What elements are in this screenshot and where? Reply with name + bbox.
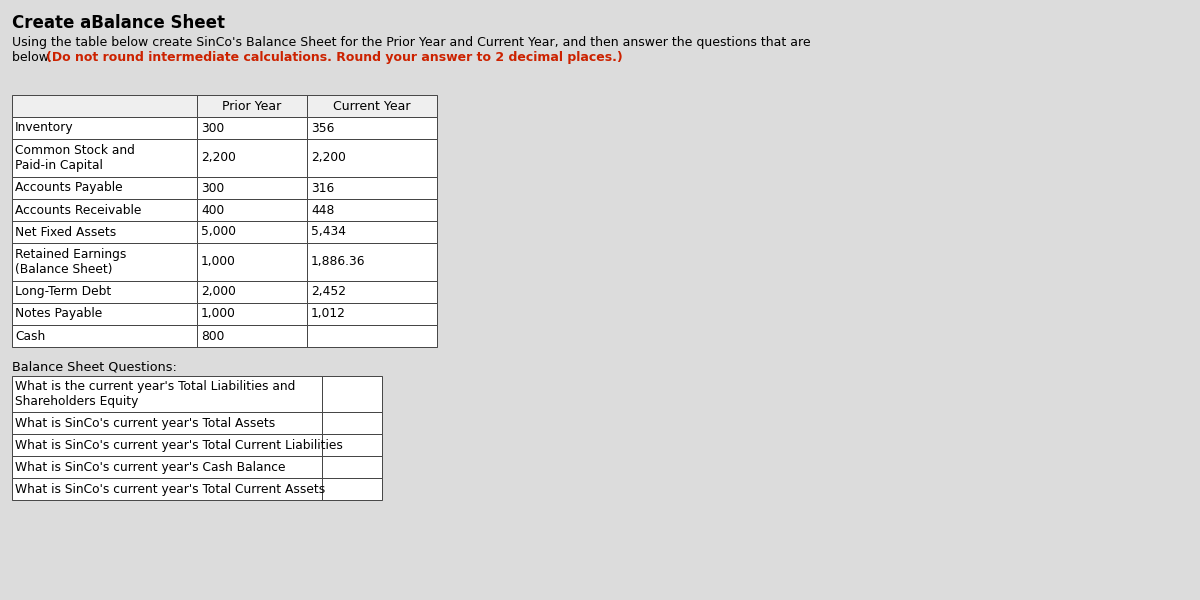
Text: 2,000: 2,000	[202, 286, 236, 298]
Text: Inventory: Inventory	[14, 121, 73, 134]
Text: Retained Earnings
(Balance Sheet): Retained Earnings (Balance Sheet)	[14, 248, 126, 276]
Bar	[307, 95, 437, 117]
Text: Accounts Receivable: Accounts Receivable	[14, 203, 142, 217]
Text: 5,000: 5,000	[202, 226, 236, 238]
Bar	[322, 376, 382, 412]
Text: 1,000: 1,000	[202, 307, 236, 320]
Bar	[197, 325, 307, 347]
Text: 1,000: 1,000	[202, 256, 236, 269]
Bar	[322, 456, 382, 478]
Bar	[307, 303, 437, 325]
Text: What is the current year's Total Liabilities and
Shareholders Equity: What is the current year's Total Liabili…	[14, 380, 295, 408]
Bar	[12, 139, 197, 177]
Bar	[307, 325, 437, 347]
Bar	[197, 303, 307, 325]
Text: 5,434: 5,434	[311, 226, 346, 238]
Text: 1,886.36: 1,886.36	[311, 256, 366, 269]
Text: Notes Payable: Notes Payable	[14, 307, 102, 320]
Bar	[197, 199, 307, 221]
Bar	[197, 221, 307, 243]
Bar	[12, 478, 322, 500]
Text: 300: 300	[202, 181, 224, 194]
Text: What is SinCo's current year's Cash Balance: What is SinCo's current year's Cash Bala…	[14, 461, 286, 473]
Text: Accounts Payable: Accounts Payable	[14, 181, 122, 194]
Bar	[12, 243, 197, 281]
Bar	[12, 177, 197, 199]
Bar	[12, 221, 197, 243]
Bar	[307, 117, 437, 139]
Text: Cash: Cash	[14, 329, 46, 343]
Bar	[197, 139, 307, 177]
Bar	[307, 281, 437, 303]
Bar	[307, 243, 437, 281]
Text: 2,200: 2,200	[202, 151, 236, 164]
Text: Net Fixed Assets: Net Fixed Assets	[14, 226, 116, 238]
Text: What is SinCo's current year's Total Assets: What is SinCo's current year's Total Ass…	[14, 416, 275, 430]
Bar	[307, 221, 437, 243]
Text: Balance Sheet Questions:: Balance Sheet Questions:	[12, 361, 176, 374]
Text: Prior Year: Prior Year	[222, 100, 282, 113]
Bar	[12, 456, 322, 478]
Text: 300: 300	[202, 121, 224, 134]
Text: 448: 448	[311, 203, 335, 217]
Bar	[12, 95, 197, 117]
Text: 356: 356	[311, 121, 335, 134]
Text: Current Year: Current Year	[334, 100, 410, 113]
Bar	[12, 281, 197, 303]
Bar	[12, 117, 197, 139]
Bar	[197, 177, 307, 199]
Bar	[197, 95, 307, 117]
Text: 800: 800	[202, 329, 224, 343]
Bar	[12, 434, 322, 456]
Text: 2,200: 2,200	[311, 151, 346, 164]
Text: Create aBalance Sheet: Create aBalance Sheet	[12, 14, 226, 32]
Bar	[12, 376, 322, 412]
Text: Common Stock and
Paid-in Capital: Common Stock and Paid-in Capital	[14, 144, 134, 172]
Bar	[12, 412, 322, 434]
Text: 1,012: 1,012	[311, 307, 346, 320]
Bar	[322, 412, 382, 434]
Bar	[197, 243, 307, 281]
Bar	[307, 177, 437, 199]
Text: 316: 316	[311, 181, 335, 194]
Bar	[322, 478, 382, 500]
Bar	[307, 199, 437, 221]
Text: Using the table below create SinCo's Balance Sheet for the Prior Year and Curren: Using the table below create SinCo's Bal…	[12, 36, 811, 49]
Bar	[12, 199, 197, 221]
Text: What is SinCo's current year's Total Current Liabilities: What is SinCo's current year's Total Cur…	[14, 439, 343, 451]
Bar	[307, 139, 437, 177]
Bar	[12, 303, 197, 325]
Text: (Do not round intermediate calculations. Round your answer to 2 decimal places.): (Do not round intermediate calculations.…	[46, 51, 623, 64]
Bar	[12, 325, 197, 347]
Bar	[197, 117, 307, 139]
Bar	[322, 434, 382, 456]
Text: Long-Term Debt: Long-Term Debt	[14, 286, 112, 298]
Text: What is SinCo's current year's Total Current Assets: What is SinCo's current year's Total Cur…	[14, 482, 325, 496]
Text: below.: below.	[12, 51, 56, 64]
Bar	[197, 281, 307, 303]
Text: 400: 400	[202, 203, 224, 217]
Text: 2,452: 2,452	[311, 286, 346, 298]
